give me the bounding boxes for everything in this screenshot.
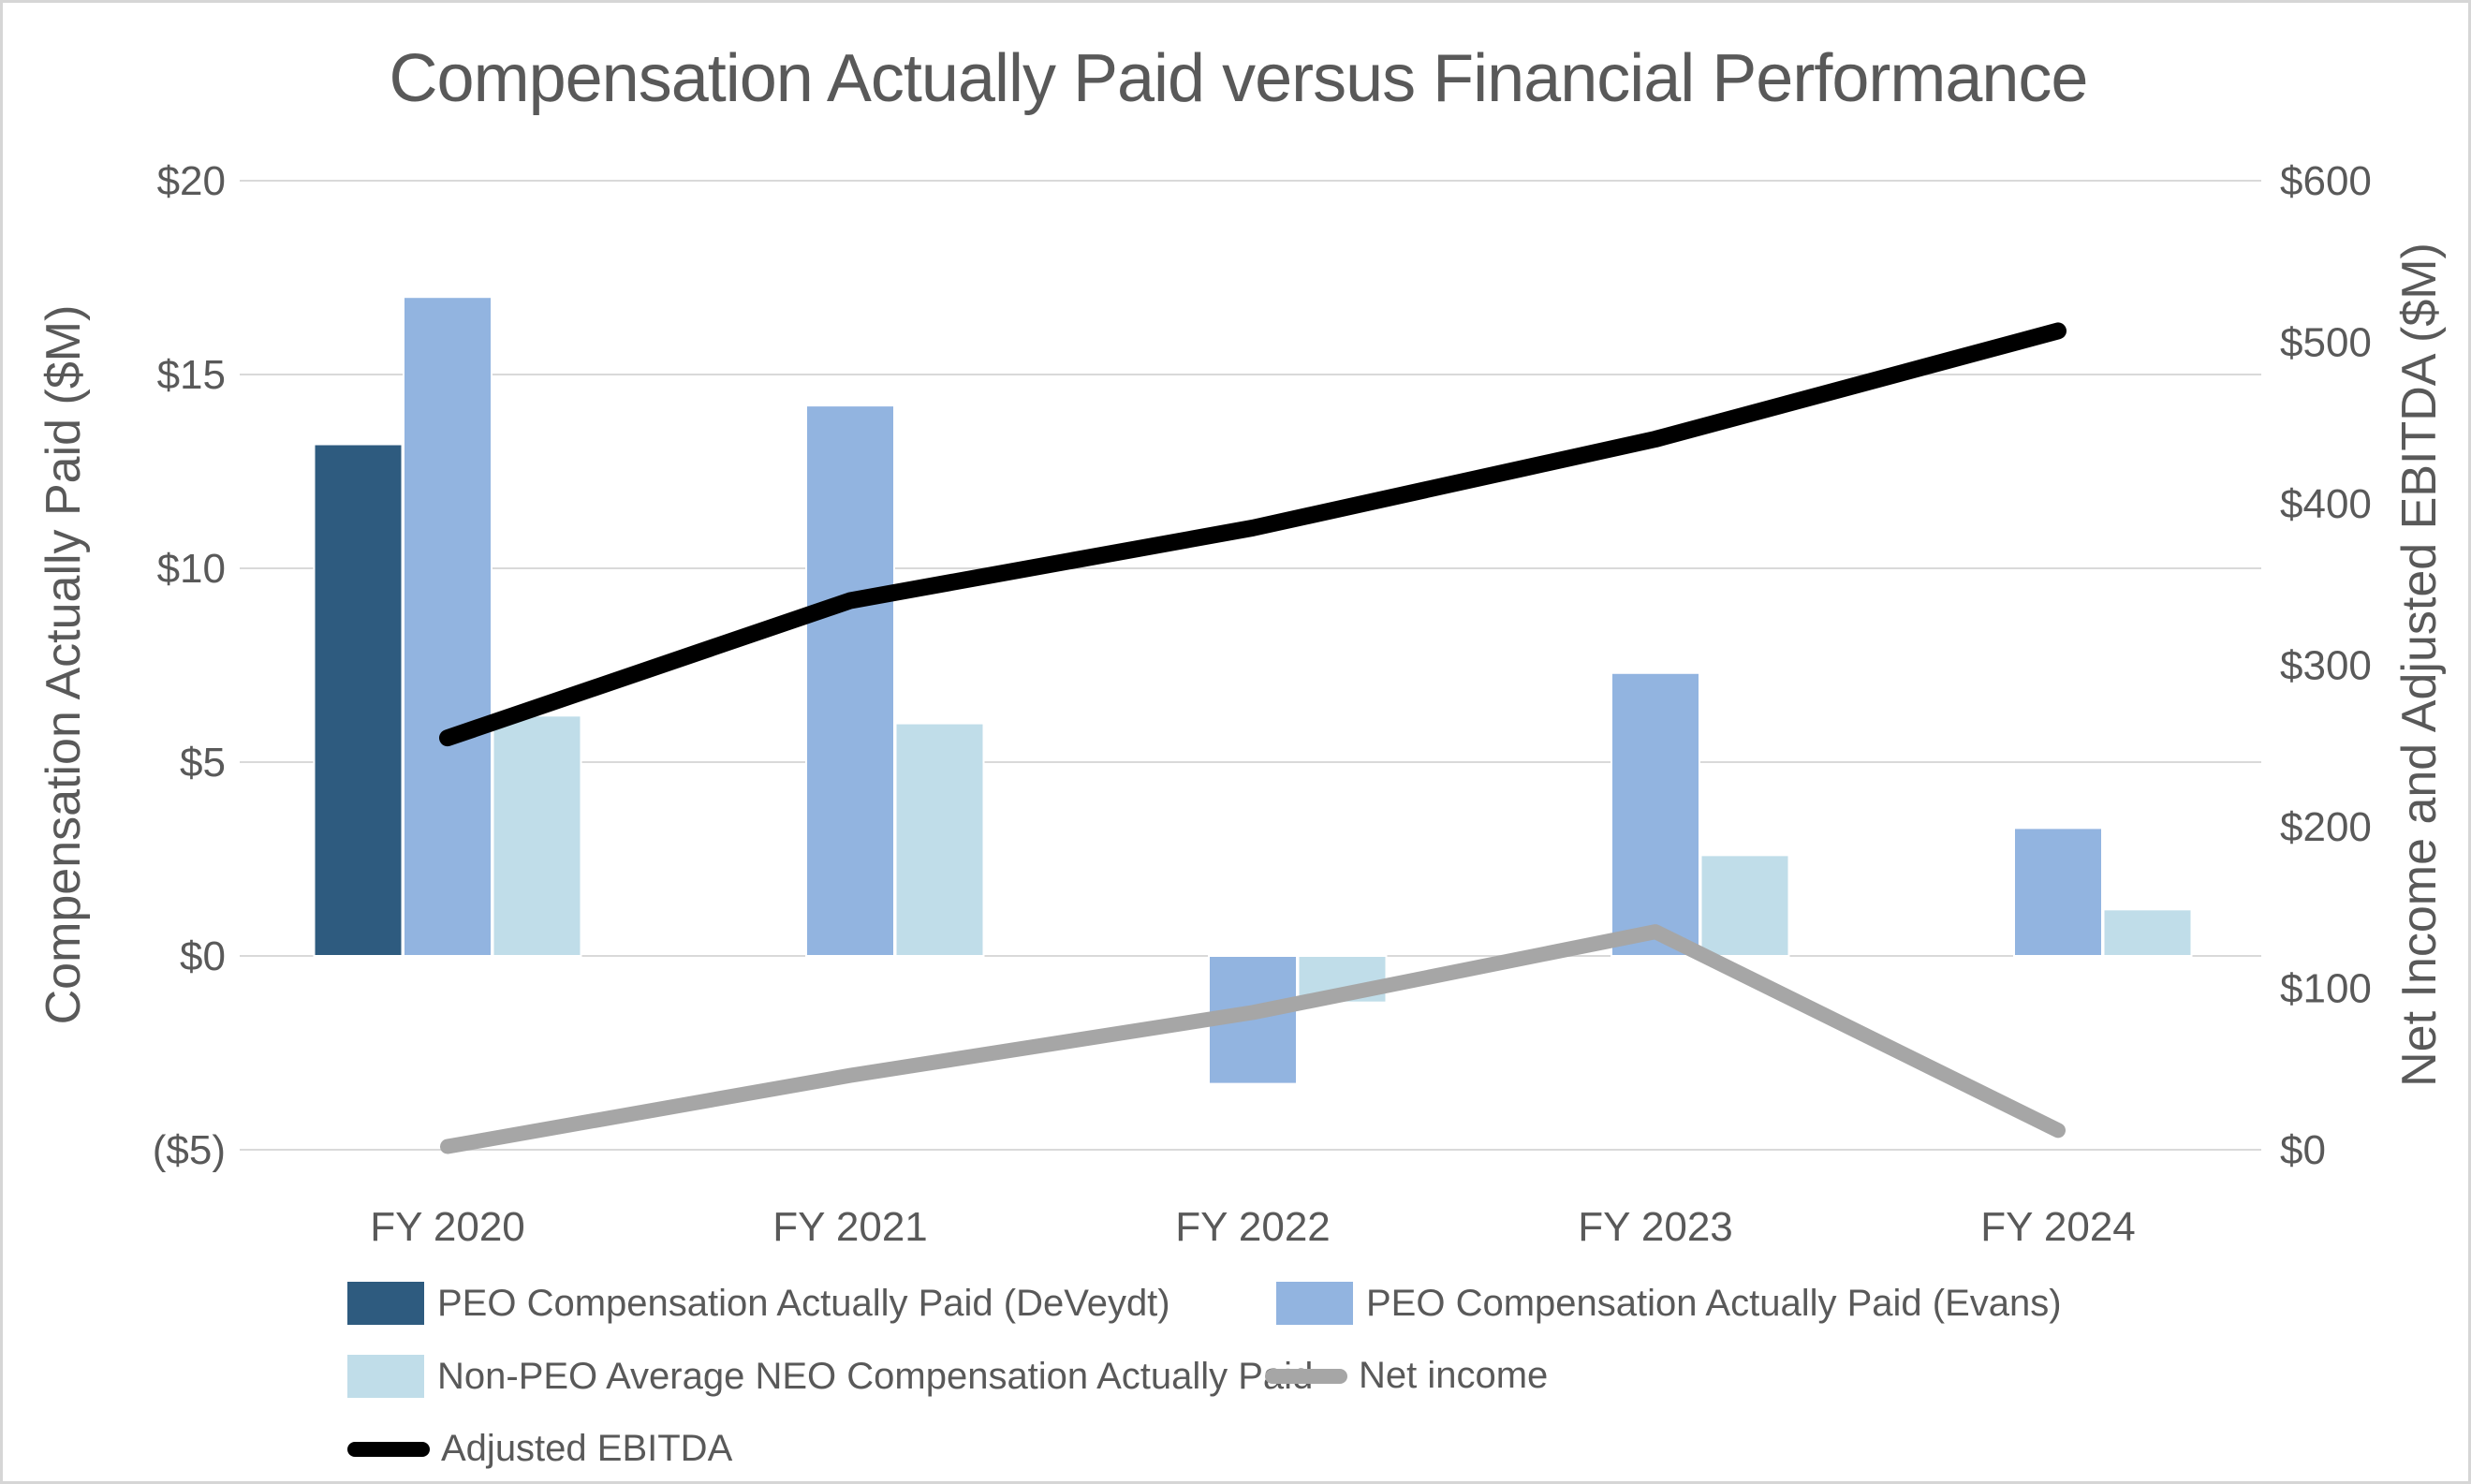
left-axis-tick-label: $20: [157, 158, 226, 204]
left-axis-title: Compensation Actually Paid ($M): [37, 305, 91, 1025]
left-axis-tick-label: $0: [180, 933, 226, 979]
legend-label-adjusted-ebitda: Adjusted EBITDA: [441, 1428, 733, 1469]
right-axis-tick-label: $100: [2280, 966, 2372, 1012]
x-axis-category-label: FY 2021: [772, 1204, 928, 1250]
bar-peo-evans: [1611, 671, 1700, 958]
x-axis-category-label: FY 2023: [1578, 1204, 1733, 1250]
x-axis-category-label: FY 2022: [1175, 1204, 1331, 1250]
legend-swatch-non-peo: [347, 1355, 424, 1398]
legend-item-adjusted-ebitda: Adjusted EBITDA: [347, 1428, 732, 1470]
right-axis-tick-label: $500: [2280, 320, 2372, 366]
bar-non-peo: [894, 722, 985, 957]
right-axis-title: Net Income and Adjusted EBITDA ($M): [2392, 242, 2447, 1087]
legend-label-net-income: Net income: [1359, 1355, 1549, 1396]
legend-label-non-peo: Non-PEO Average NEO Compensation Actuall…: [437, 1355, 1314, 1397]
x-axis-category-label: FY 2020: [370, 1204, 525, 1250]
bar-peo-deveydt: [313, 443, 404, 957]
left-axis-tick-label: $10: [157, 546, 226, 592]
legend-swatch-net-income: [1265, 1368, 1347, 1384]
right-axis-tick-label: $400: [2280, 481, 2372, 527]
net-income-line: [440, 924, 2066, 1154]
bar-non-peo: [492, 714, 582, 957]
bar-peo-evans: [2013, 827, 2103, 957]
bar-peo-evans: [403, 296, 493, 957]
legend-label-peo-deveydt: PEO Compensation Actually Paid (DeVeydt): [437, 1282, 1170, 1324]
legend-item-peo-evans: PEO Compensation Actually Paid (Evans): [1276, 1282, 2062, 1325]
legend-item-net-income: Net income: [1265, 1355, 1548, 1397]
right-axis-tick-label: $200: [2280, 804, 2372, 850]
left-axis-tick-label: $5: [180, 740, 226, 786]
right-axis-tick-label: $0: [2280, 1127, 2326, 1173]
legend-swatch-peo-deveydt: [347, 1282, 424, 1325]
chart-title: Compensation Actually Paid versus Financ…: [389, 41, 2089, 116]
right-axis-tick-label: $600: [2280, 158, 2372, 204]
right-axis-tick-label: $300: [2280, 643, 2372, 689]
x-axis-category-label: FY 2024: [1980, 1204, 2136, 1250]
adjusted-ebitda-line: [439, 322, 2067, 747]
left-axis-tick-label: $15: [157, 352, 226, 398]
legend-item-peo-deveydt: PEO Compensation Actually Paid (DeVeydt): [347, 1282, 1170, 1325]
legend-swatch-adjusted-ebitda: [347, 1441, 430, 1457]
legend-item-non-peo: Non-PEO Average NEO Compensation Actuall…: [347, 1355, 1313, 1398]
bar-non-peo: [1699, 854, 1790, 957]
bar-non-peo: [2102, 908, 2193, 958]
left-axis-tick-label: ($5): [153, 1127, 226, 1173]
legend-swatch-peo-evans: [1276, 1282, 1353, 1325]
bar-peo-evans: [805, 404, 895, 957]
plot-area: $20 $15 $10 $5 $0 ($5) $600 $500 $400 $300 $200 $10…: [37, 158, 2447, 1250]
legend-label-peo-evans: PEO Compensation Actually Paid (Evans): [1366, 1282, 2062, 1324]
